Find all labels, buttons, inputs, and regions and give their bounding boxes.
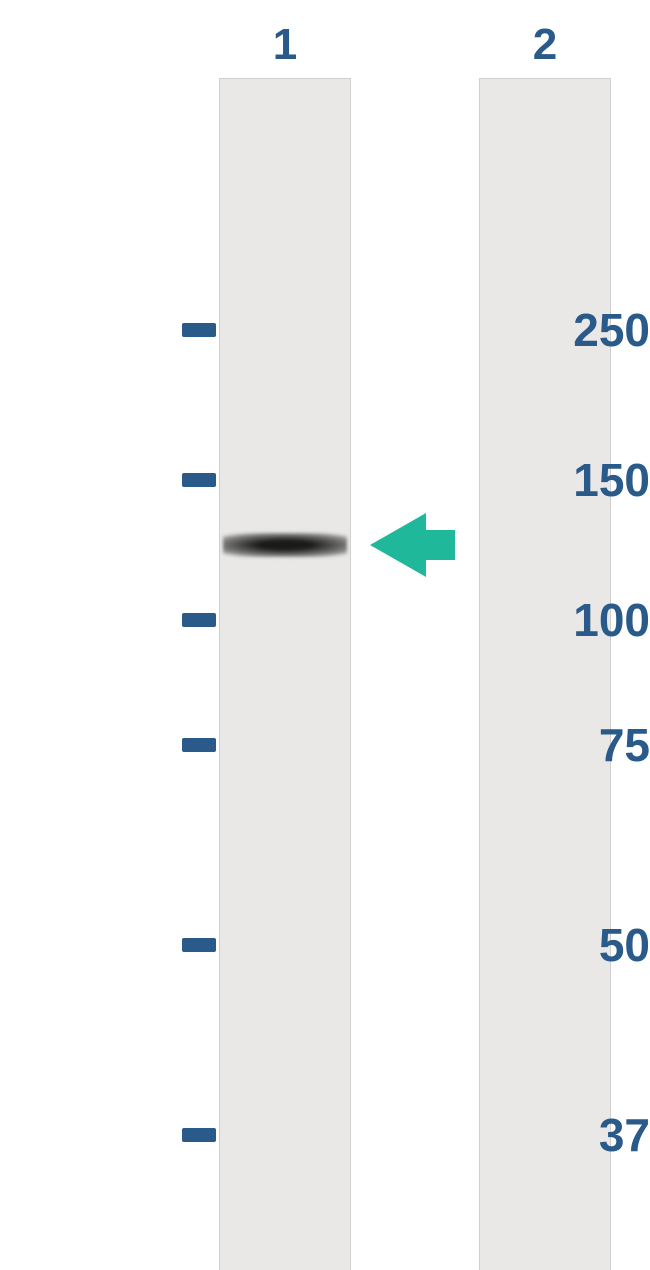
lane-1 bbox=[219, 78, 351, 1270]
marker-tick-50 bbox=[182, 938, 216, 952]
marker-label-250: 250 bbox=[480, 303, 650, 357]
marker-tick-75 bbox=[182, 738, 216, 752]
lane-header-1: 1 bbox=[273, 20, 297, 70]
band-1 bbox=[223, 533, 347, 557]
marker-label-50: 50 bbox=[480, 918, 650, 972]
marker-label-37: 37 bbox=[480, 1108, 650, 1162]
lane-header-2: 2 bbox=[533, 20, 557, 70]
marker-label-100: 100 bbox=[480, 593, 650, 647]
blot-canvas: 1 2 250 150 100 75 50 37 bbox=[0, 0, 650, 1270]
band-arrow-icon bbox=[370, 513, 455, 577]
marker-tick-150 bbox=[182, 473, 216, 487]
lane-2 bbox=[479, 78, 611, 1270]
marker-tick-250 bbox=[182, 323, 216, 337]
marker-tick-37 bbox=[182, 1128, 216, 1142]
marker-label-150: 150 bbox=[480, 453, 650, 507]
marker-label-75: 75 bbox=[480, 718, 650, 772]
marker-tick-100 bbox=[182, 613, 216, 627]
